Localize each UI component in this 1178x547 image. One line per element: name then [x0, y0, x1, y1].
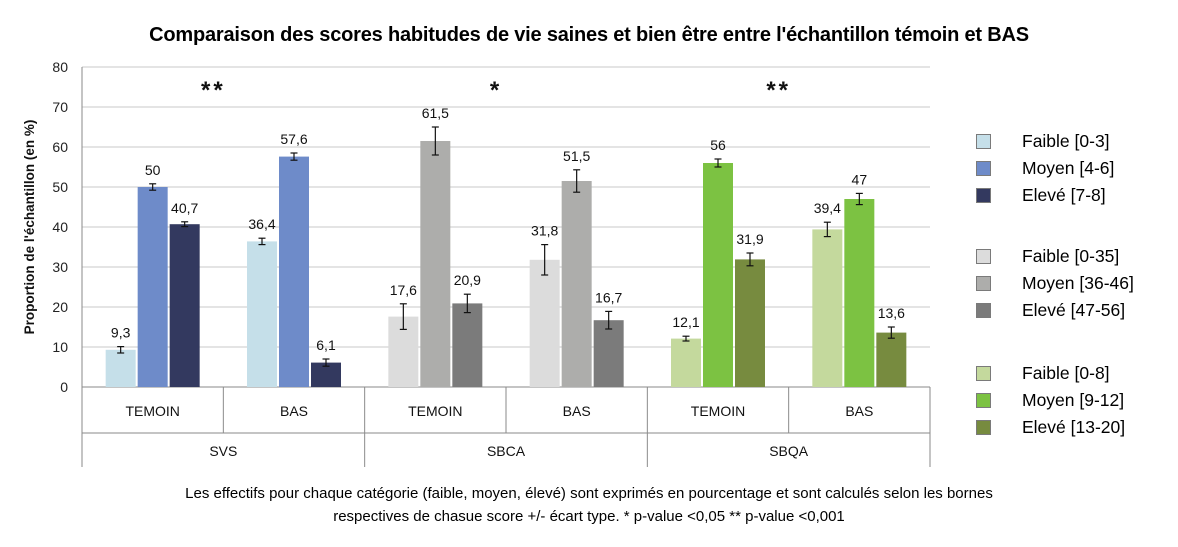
- data-label: 9,3: [111, 325, 131, 341]
- y-axis-title: Proportion de l'échantillon (en %): [22, 120, 37, 335]
- group-label: SBQA: [769, 443, 809, 459]
- bar: [420, 141, 451, 387]
- legend-item: Moyen [36-46]: [976, 270, 1176, 297]
- data-label: 36,4: [248, 216, 275, 232]
- y-tick-label: 50: [52, 179, 68, 195]
- data-label: 20,9: [454, 272, 481, 288]
- legend-label: Faible [0-3]: [1022, 131, 1110, 151]
- data-label: 40,7: [171, 200, 198, 216]
- legend-item: Faible [0-35]: [976, 243, 1176, 270]
- data-label: 50: [145, 162, 161, 178]
- y-tick-label: 60: [52, 139, 68, 155]
- bar: [169, 224, 200, 387]
- legend-swatch: [976, 249, 991, 264]
- group-label: SVS: [209, 443, 237, 459]
- legend-label: Moyen [9-12]: [1022, 390, 1125, 410]
- category-label: TEMOIN: [691, 403, 745, 419]
- legend-swatch: [976, 134, 991, 149]
- bar: [529, 259, 560, 387]
- legend-item: Faible [0-8]: [976, 360, 1176, 387]
- legend-label: Faible [0-8]: [1022, 363, 1110, 383]
- y-tick-label: 70: [52, 99, 68, 115]
- bar: [703, 163, 733, 387]
- bar: [812, 229, 843, 387]
- legend-swatch: [976, 420, 991, 435]
- legend-swatch: [976, 188, 991, 203]
- legend-swatch: [976, 393, 991, 408]
- category-label: BAS: [845, 403, 873, 419]
- legend-item: Elevé [7-8]: [976, 182, 1176, 209]
- data-label: 16,7: [595, 289, 622, 305]
- data-label: 13,6: [878, 305, 905, 321]
- legend-item: Elevé [13-20]: [976, 414, 1176, 441]
- legend-swatch: [976, 276, 991, 291]
- legend-swatch: [976, 161, 991, 176]
- legend-label: Elevé [13-20]: [1022, 417, 1126, 437]
- y-tick-label: 40: [52, 219, 68, 235]
- legend-sbca: Faible [0-35] Moyen [36-46] Elevé [47-56…: [976, 243, 1176, 324]
- legend-svs: Faible [0-3] Moyen [4-6] Elevé [7-8]: [976, 128, 1176, 209]
- bar: [105, 349, 136, 387]
- bar: [279, 156, 309, 387]
- bar: [137, 187, 168, 387]
- category-label: TEMOIN: [408, 403, 462, 419]
- legend-item: Moyen [9-12]: [976, 387, 1176, 414]
- data-label: 47: [852, 171, 868, 187]
- y-tick-label: 30: [52, 259, 68, 275]
- data-label: 31,8: [531, 223, 558, 239]
- data-label: 12,1: [672, 314, 699, 330]
- significance-marker: *: [490, 77, 502, 104]
- category-label: TEMOIN: [125, 403, 179, 419]
- y-tick-label: 20: [52, 299, 68, 315]
- bar: [735, 259, 765, 387]
- chart-title: Comparaison des scores habitudes de vie …: [149, 24, 1029, 46]
- legend-swatch: [976, 303, 991, 318]
- caption-line: Les effectifs pour chaque catégorie (fai…: [185, 485, 993, 502]
- chart-caption: Les effectifs pour chaque catégorie (fai…: [0, 482, 1178, 528]
- legend-swatch: [976, 366, 991, 381]
- legend-sbqa: Faible [0-8] Moyen [9-12] Elevé [13-20]: [976, 360, 1176, 441]
- legend-label: Moyen [36-46]: [1022, 273, 1134, 293]
- category-label: BAS: [563, 403, 591, 419]
- data-label: 57,6: [280, 131, 307, 147]
- category-label: BAS: [280, 403, 308, 419]
- legend-item: Faible [0-3]: [976, 128, 1176, 155]
- legend-label: Moyen [4-6]: [1022, 158, 1115, 178]
- y-tick-label: 80: [52, 59, 68, 75]
- legend-label: Elevé [7-8]: [1022, 185, 1106, 205]
- legend-label: Faible [0-35]: [1022, 246, 1120, 266]
- group-label: SBCA: [487, 443, 526, 459]
- data-label: 6,1: [316, 337, 336, 353]
- bar: [452, 303, 483, 387]
- y-tick-label: 10: [52, 339, 68, 355]
- data-label: 61,5: [422, 105, 449, 121]
- significance-marker: **: [766, 77, 791, 104]
- significance-marker: **: [201, 77, 226, 104]
- caption-line: respectives de chasue score +/- écart ty…: [333, 508, 845, 525]
- data-label: 39,4: [814, 200, 841, 216]
- y-tick-label: 0: [60, 379, 68, 395]
- bar: [876, 332, 907, 387]
- bar: [844, 199, 875, 387]
- data-label: 31,9: [736, 231, 763, 247]
- legend-item: Moyen [4-6]: [976, 155, 1176, 182]
- data-label: 17,6: [390, 282, 417, 298]
- bar: [593, 320, 624, 387]
- bar: [671, 338, 701, 387]
- legend-item: Elevé [47-56]: [976, 297, 1176, 324]
- bar: [561, 181, 592, 387]
- legend-label: Elevé [47-56]: [1022, 300, 1126, 320]
- data-label: 56: [710, 137, 726, 153]
- bar: [247, 241, 277, 387]
- data-label: 51,5: [563, 148, 590, 164]
